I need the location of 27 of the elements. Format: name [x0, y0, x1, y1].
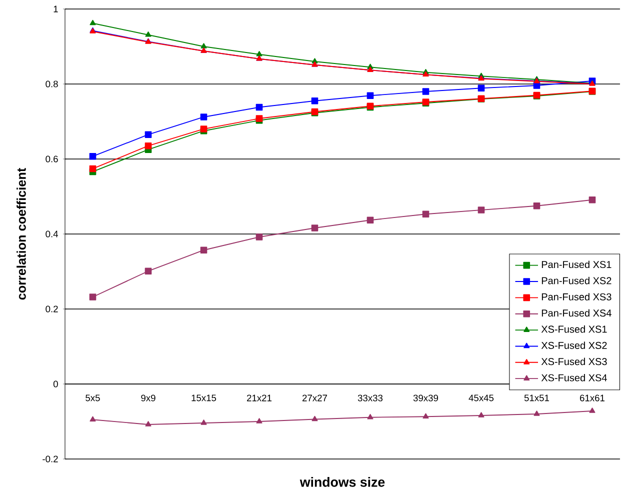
legend-label: XS-Fused XS3 — [541, 358, 607, 366]
y-axis-title: correlation coefficient — [16, 168, 26, 300]
x-tick-label: 45x45 — [468, 394, 494, 402]
y-tick-label: 0.8 — [46, 80, 58, 88]
x-tick-label: 21x21 — [246, 394, 272, 402]
x-tick-label: 15x15 — [192, 394, 216, 402]
x-tick-label: 39x39 — [413, 394, 438, 402]
legend-label: XS-Fused XS4 — [541, 374, 607, 382]
y-tick-label: 0.6 — [46, 156, 58, 162]
legend-label: XS-Fused XS1 — [541, 325, 607, 333]
x-tick-label: 33x33 — [358, 394, 383, 402]
x-tick-label: 27x27 — [302, 394, 327, 402]
legend-label: Pan-Fused XS4 — [542, 309, 612, 317]
x-tick-label: 9x9 — [141, 394, 156, 402]
x-tick-label: 51x51 — [524, 394, 549, 402]
y-tick-label: -0.2 — [42, 456, 58, 462]
x-tick-label: 5x5 — [86, 394, 100, 402]
legend-label: Pan-Fused XS1 — [542, 260, 612, 268]
legend-label: Pan-Fused XS3 — [542, 293, 612, 300]
legend-label: Pan-Fused XS2 — [542, 276, 612, 284]
y-tick-label: 0.4 — [46, 230, 58, 238]
legend-label: XS-Fused XS2 — [541, 342, 607, 349]
x-axis-title: windows size — [300, 477, 385, 487]
x-tick-label: 61x61 — [580, 394, 604, 402]
y-tick-label: 1 — [54, 6, 58, 12]
y-tick-label: 0 — [53, 380, 58, 388]
y-tick-label: 0.2 — [46, 306, 58, 312]
